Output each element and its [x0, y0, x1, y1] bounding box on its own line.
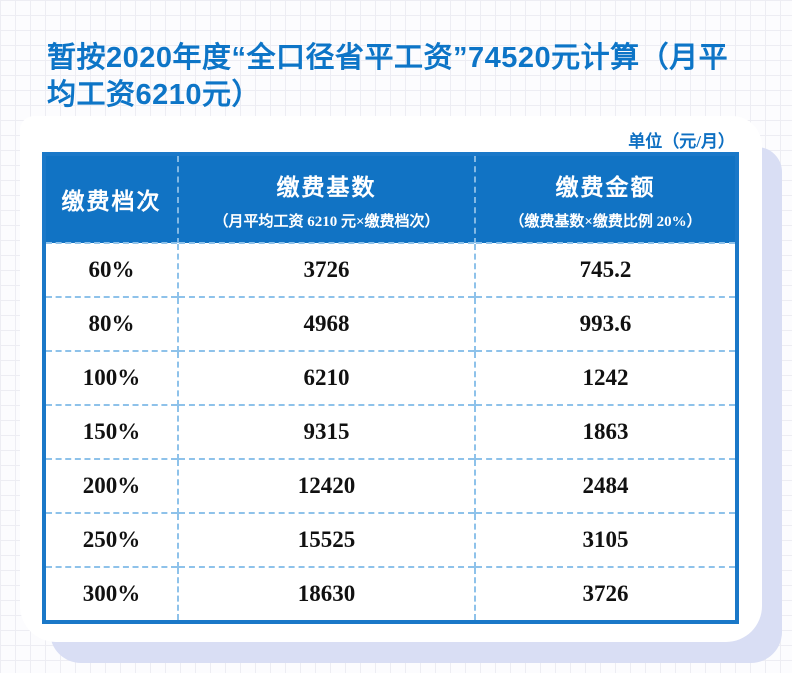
cell-tier: 150%: [44, 404, 178, 459]
cell-base: 15525: [177, 512, 475, 567]
table-row: 150% 9315 1863: [44, 404, 737, 459]
cell-base: 18630: [177, 566, 475, 622]
header-cell-base: 缴费基数 （月平均工资 6210 元×缴费档次）: [177, 154, 475, 243]
table-row: 300% 18630 3726: [44, 566, 737, 622]
cell-tier: 200%: [44, 458, 178, 513]
cell-tier: 60%: [44, 242, 178, 297]
cell-amount: 1863: [474, 404, 737, 459]
table-body: 60% 3726 745.2 80% 4968 993.6 100% 6210 …: [44, 242, 737, 622]
header-base-label: 缴费基数: [276, 174, 377, 200]
header-cell-tier: 缴费档次: [44, 154, 178, 243]
table-row: 80% 4968 993.6: [44, 296, 737, 351]
header-cell-amount: 缴费金额 （缴费基数×缴费比例 20%）: [474, 154, 737, 243]
table-row: 60% 3726 745.2: [44, 242, 737, 297]
cell-base: 3726: [177, 242, 475, 297]
table-header: 缴费档次 缴费基数 （月平均工资 6210 元×缴费档次） 缴费金额 （缴费基数…: [44, 154, 737, 243]
cell-amount: 993.6: [474, 296, 737, 351]
cell-tier: 300%: [44, 566, 178, 622]
table-card: 单位（元/月） 缴费档次 缴费基数 （月平均工资 6210 元×缴费档次） 缴费…: [20, 116, 762, 642]
header-tier-label: 缴费档次: [61, 189, 162, 214]
table-row: 200% 12420 2484: [44, 458, 737, 513]
cell-amount: 1242: [474, 350, 737, 405]
table-row: 100% 6210 1242: [44, 350, 737, 405]
table-row: 250% 15525 3105: [44, 512, 737, 567]
cell-amount: 2484: [474, 458, 737, 513]
header-base-sublabel: （月平均工资 6210 元×缴费档次）: [213, 213, 440, 230]
page-title-line1: 暂按2020年度“全口径省平工资”74520元计算（月平: [47, 42, 729, 74]
cell-tier: 250%: [44, 512, 178, 567]
header-amount-sublabel: （缴费基数×缴费比例 20%）: [509, 213, 702, 230]
page-title-line2: 均工资6210元）: [47, 79, 262, 112]
cell-tier: 100%: [44, 350, 178, 405]
contribution-table: 缴费档次 缴费基数 （月平均工资 6210 元×缴费档次） 缴费金额 （缴费基数…: [42, 152, 739, 624]
cell-base: 4968: [177, 296, 475, 351]
cell-amount: 3726: [474, 566, 737, 622]
cell-base: 6210: [177, 350, 475, 405]
cell-base: 9315: [177, 404, 475, 459]
cell-amount: 3105: [474, 512, 737, 567]
header-row: 缴费档次 缴费基数 （月平均工资 6210 元×缴费档次） 缴费金额 （缴费基数…: [44, 154, 737, 243]
cell-base: 12420: [177, 458, 475, 513]
cell-tier: 80%: [44, 296, 178, 351]
cell-amount: 745.2: [474, 242, 737, 297]
unit-label: 单位（元/月）: [628, 132, 735, 151]
header-amount-label: 缴费金额: [555, 174, 656, 200]
page-title: 暂按2020年度“全口径省平工资”74520元计算（月平 均工资6210元）: [47, 40, 759, 114]
